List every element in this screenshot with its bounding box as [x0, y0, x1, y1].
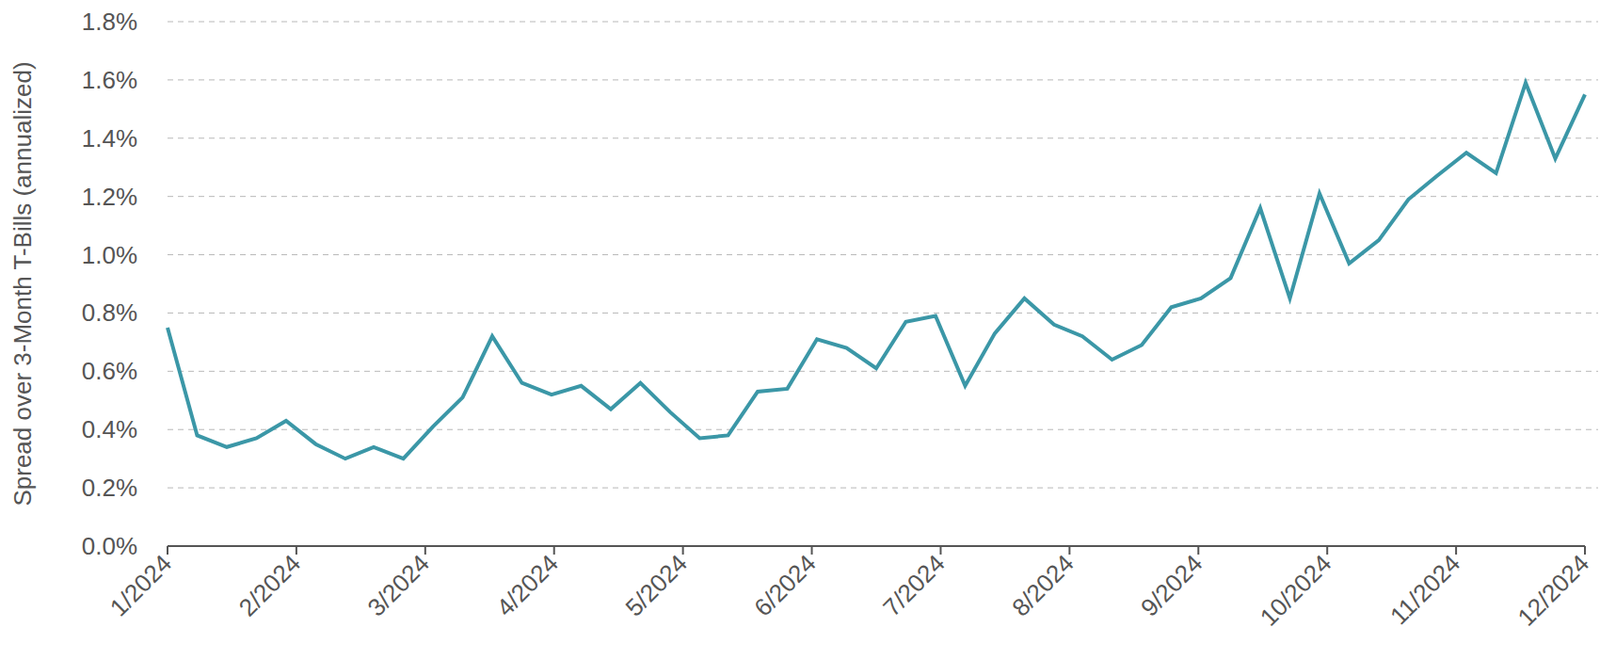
grid-line	[167, 429, 1599, 431]
chart: 0.0% 0.2% 0.4% 0.6% 0.8% 1.0% 1.2% 1.4% 1.6% 1.8%…	[0, 0, 1600, 660]
x-tick-label: 9/2024	[1135, 548, 1208, 622]
x-tick-label: 4/2024	[491, 548, 564, 622]
x-tick	[295, 545, 298, 555]
y-tick-label: 1.0%	[81, 240, 138, 270]
y-axis-label: Spread over 3-Month T-Bills (annualized)	[8, 61, 37, 506]
grid-line	[167, 370, 1599, 372]
x-tick	[1197, 545, 1200, 555]
x-tick	[424, 545, 427, 555]
x-tick-label: 2/2024	[233, 548, 306, 622]
grid-line	[167, 312, 1599, 314]
grid-line	[167, 487, 1599, 489]
x-tick-label: 11/2024	[1384, 548, 1466, 630]
x-tick-label: 10/2024	[1254, 548, 1338, 632]
y-tick-label: 0.8%	[81, 298, 138, 327]
x-tick	[939, 545, 942, 555]
y-tick-label: 1.2%	[81, 182, 138, 211]
grid-line	[167, 137, 1599, 139]
x-tick-label: 3/2024	[362, 548, 435, 622]
x-tick	[1068, 545, 1071, 555]
grid-line	[167, 79, 1599, 80]
x-tick-label: 5/2024	[619, 548, 692, 622]
x-tick-label: 8/2024	[1006, 548, 1079, 622]
x-tick	[682, 545, 685, 555]
plot-area	[167, 82, 1585, 459]
x-tick-label: 1/2024	[104, 548, 177, 622]
y-tick-label: 0.6%	[81, 356, 138, 385]
grid-line	[167, 195, 1599, 197]
x-tick	[1584, 545, 1586, 555]
y-tick-label: 1.4%	[81, 124, 138, 153]
x-tick	[553, 545, 556, 555]
x-tick	[1455, 545, 1457, 555]
y-tick-label: 0.0%	[81, 531, 138, 560]
x-axis-line	[167, 544, 1585, 547]
x-tick	[811, 545, 814, 555]
grid-line	[167, 254, 1599, 256]
x-tick	[1326, 545, 1328, 555]
x-tick-label: 12/2024	[1512, 548, 1596, 632]
data-line	[167, 82, 1585, 459]
y-tick-label: 0.2%	[81, 473, 138, 502]
x-tick-label: 7/2024	[877, 548, 950, 622]
grid-line	[167, 21, 1599, 23]
y-tick-label: 0.4%	[81, 415, 138, 444]
y-tick-label: 1.6%	[81, 65, 138, 95]
x-tick-label: 6/2024	[748, 548, 821, 622]
x-tick	[166, 545, 169, 555]
y-tick-label: 1.8%	[81, 7, 138, 36]
